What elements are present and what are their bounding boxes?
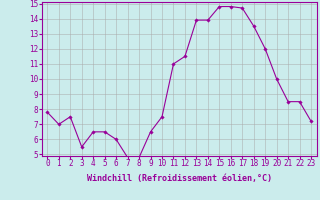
- X-axis label: Windchill (Refroidissement éolien,°C): Windchill (Refroidissement éolien,°C): [87, 174, 272, 183]
